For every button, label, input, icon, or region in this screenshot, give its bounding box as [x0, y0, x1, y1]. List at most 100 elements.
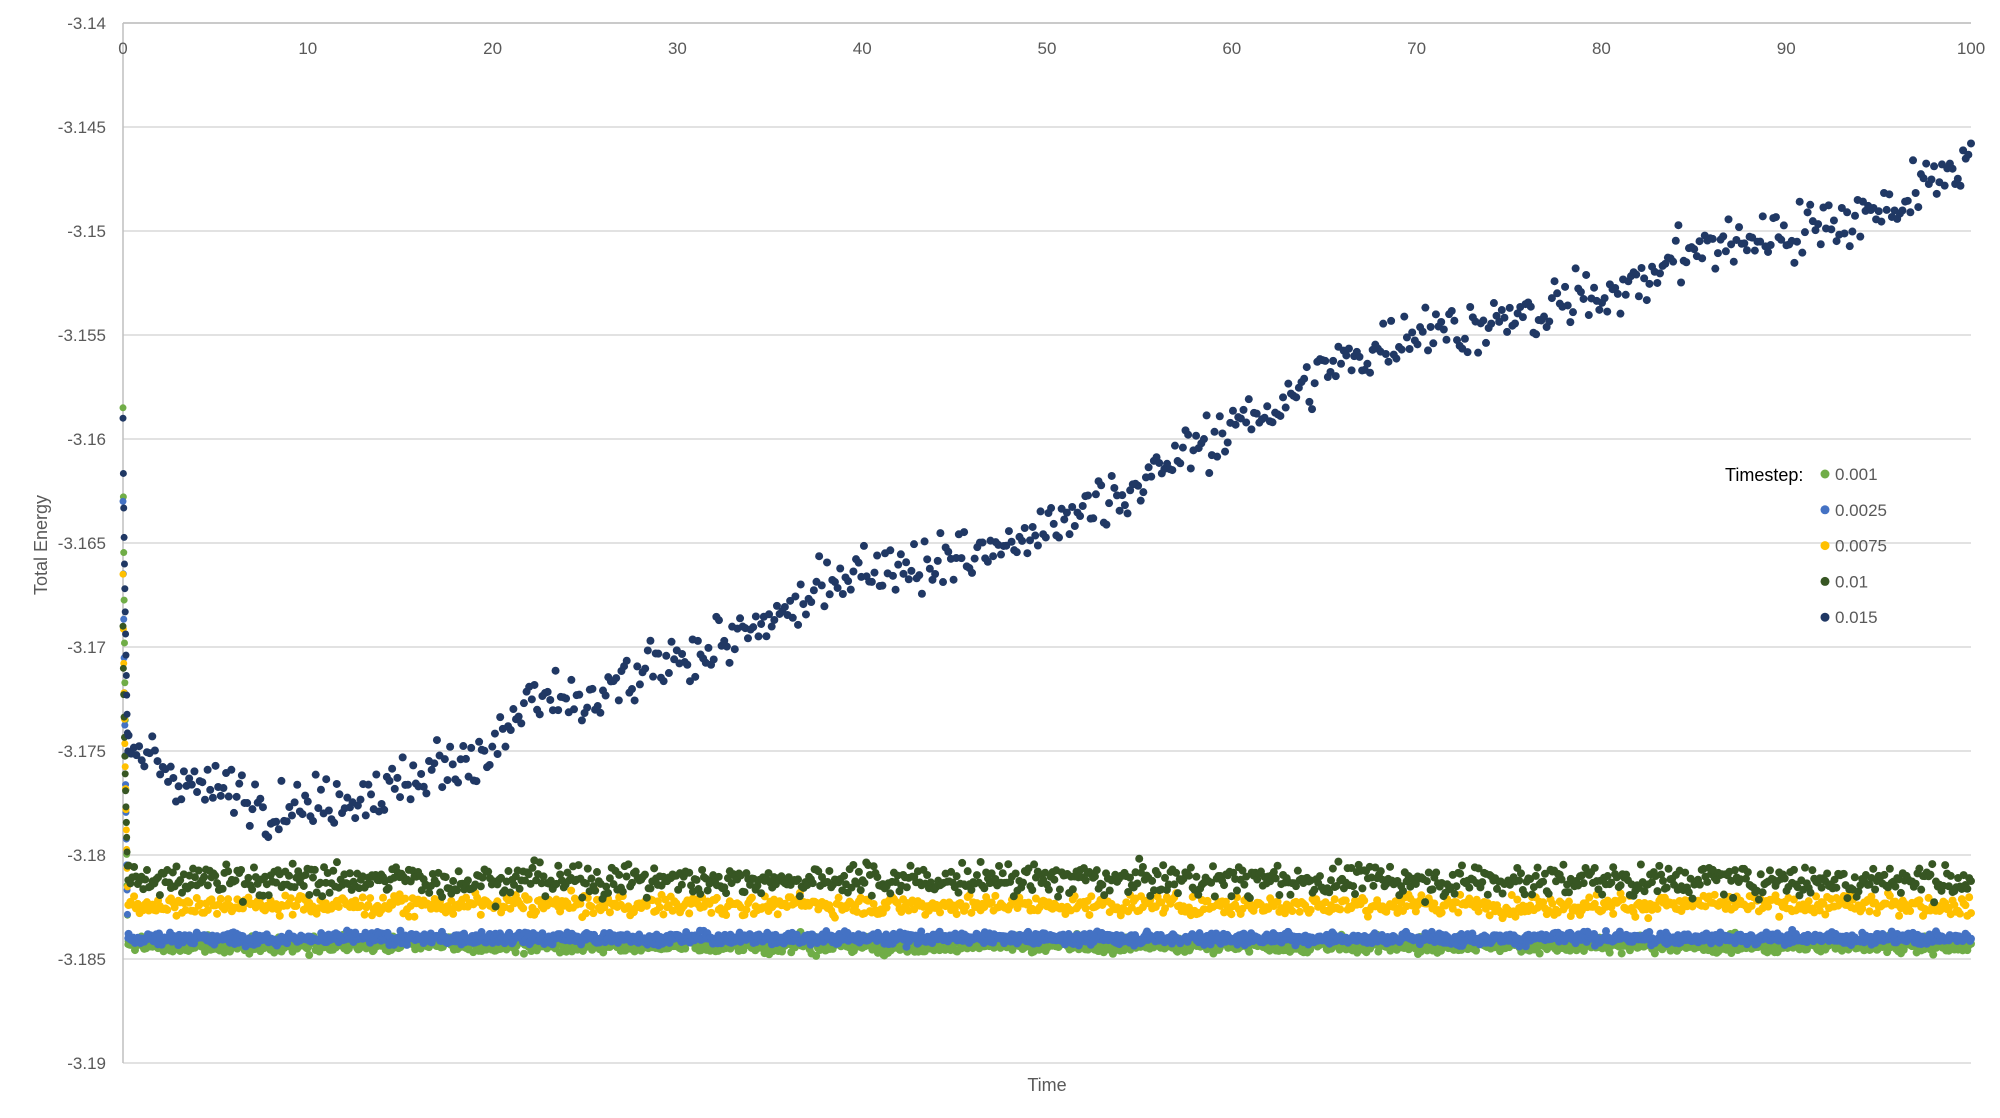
data-point	[1417, 891, 1426, 900]
data-point	[1585, 893, 1594, 902]
data-point	[334, 902, 343, 911]
series-0.0025	[119, 497, 1975, 951]
data-point	[524, 895, 533, 904]
data-point	[987, 898, 996, 907]
data-point	[519, 949, 528, 958]
data-point	[576, 899, 585, 908]
data-point	[1804, 897, 1813, 906]
data-point	[213, 909, 222, 918]
data-point	[1789, 895, 1798, 904]
data-point	[1544, 906, 1553, 915]
data-point	[122, 826, 130, 834]
data-point	[1203, 896, 1212, 905]
y-tick-label: -3.175	[58, 742, 106, 761]
data-point	[1085, 910, 1094, 919]
data-point	[1245, 947, 1254, 956]
x-tick-label: 90	[1777, 39, 1796, 58]
data-point	[1967, 934, 1975, 943]
data-point	[119, 404, 127, 412]
y-tick-label: -3.145	[58, 118, 106, 137]
data-point	[121, 763, 129, 771]
data-point	[224, 895, 233, 904]
data-point	[1631, 912, 1640, 921]
y-tick-label: -3.185	[58, 950, 106, 969]
data-point	[605, 908, 614, 917]
data-point	[121, 740, 129, 748]
x-tick-label: 50	[1038, 39, 1057, 58]
data-point	[1363, 912, 1372, 921]
data-point	[119, 570, 127, 578]
data-point	[869, 899, 878, 908]
x-tick-label: 10	[298, 39, 317, 58]
data-point	[120, 549, 128, 557]
data-point	[1617, 949, 1626, 958]
y-tick-label: -3.165	[58, 534, 106, 553]
data-point	[163, 905, 172, 914]
data-point	[712, 893, 721, 902]
data-point	[1511, 912, 1520, 921]
data-point	[395, 890, 404, 899]
data-point	[185, 898, 194, 907]
data-point	[275, 911, 284, 920]
data-point	[567, 886, 576, 895]
data-point	[587, 902, 596, 911]
data-point	[447, 896, 456, 905]
y-tick-label: -3.14	[67, 14, 106, 33]
data-point	[882, 903, 891, 912]
data-point	[655, 903, 664, 912]
data-point	[1227, 910, 1236, 919]
data-point	[991, 891, 1000, 900]
data-point	[1929, 950, 1938, 959]
data-point	[1602, 927, 1611, 936]
x-tick-label: 70	[1407, 39, 1426, 58]
data-point	[747, 893, 756, 902]
data-point	[1437, 908, 1446, 917]
data-point	[589, 909, 598, 918]
data-point	[358, 893, 367, 902]
y-tick-label: -3.19	[67, 1054, 106, 1073]
data-point	[196, 899, 205, 908]
data-point	[581, 909, 590, 918]
data-point	[722, 911, 731, 920]
data-point	[1513, 895, 1522, 904]
data-point	[556, 907, 565, 916]
data-point	[120, 639, 128, 647]
data-point	[121, 679, 129, 687]
data-point	[834, 893, 843, 902]
data-point	[119, 497, 127, 505]
data-point	[1087, 892, 1096, 901]
data-point	[707, 908, 716, 917]
data-point	[786, 893, 795, 902]
data-point	[404, 912, 413, 921]
data-point	[1330, 895, 1339, 904]
data-point	[1644, 914, 1653, 923]
data-point	[668, 906, 677, 915]
data-point	[1605, 948, 1614, 957]
x-tick-label: 100	[1957, 39, 1985, 58]
data-point	[292, 901, 301, 910]
x-tick-label: 60	[1222, 39, 1241, 58]
data-point	[244, 893, 253, 902]
gridlines	[123, 22, 1971, 1064]
data-point	[1653, 904, 1662, 913]
data-point	[410, 912, 419, 921]
x-tick-label: 80	[1592, 39, 1611, 58]
data-point	[1747, 901, 1756, 910]
data-point	[351, 896, 360, 905]
data-point	[1288, 907, 1297, 916]
data-point	[659, 910, 668, 919]
data-point	[1775, 912, 1784, 921]
data-point	[519, 904, 528, 913]
data-point	[511, 948, 520, 957]
data-point	[532, 907, 541, 916]
data-point	[1448, 904, 1457, 913]
data-point	[773, 910, 782, 919]
data-point	[203, 906, 212, 915]
y-tick-label: -3.18	[67, 846, 106, 865]
data-point	[685, 909, 694, 918]
data-point	[1024, 898, 1033, 907]
x-tick-label: 30	[668, 39, 687, 58]
data-point	[1645, 928, 1654, 937]
data-point	[1590, 899, 1599, 908]
